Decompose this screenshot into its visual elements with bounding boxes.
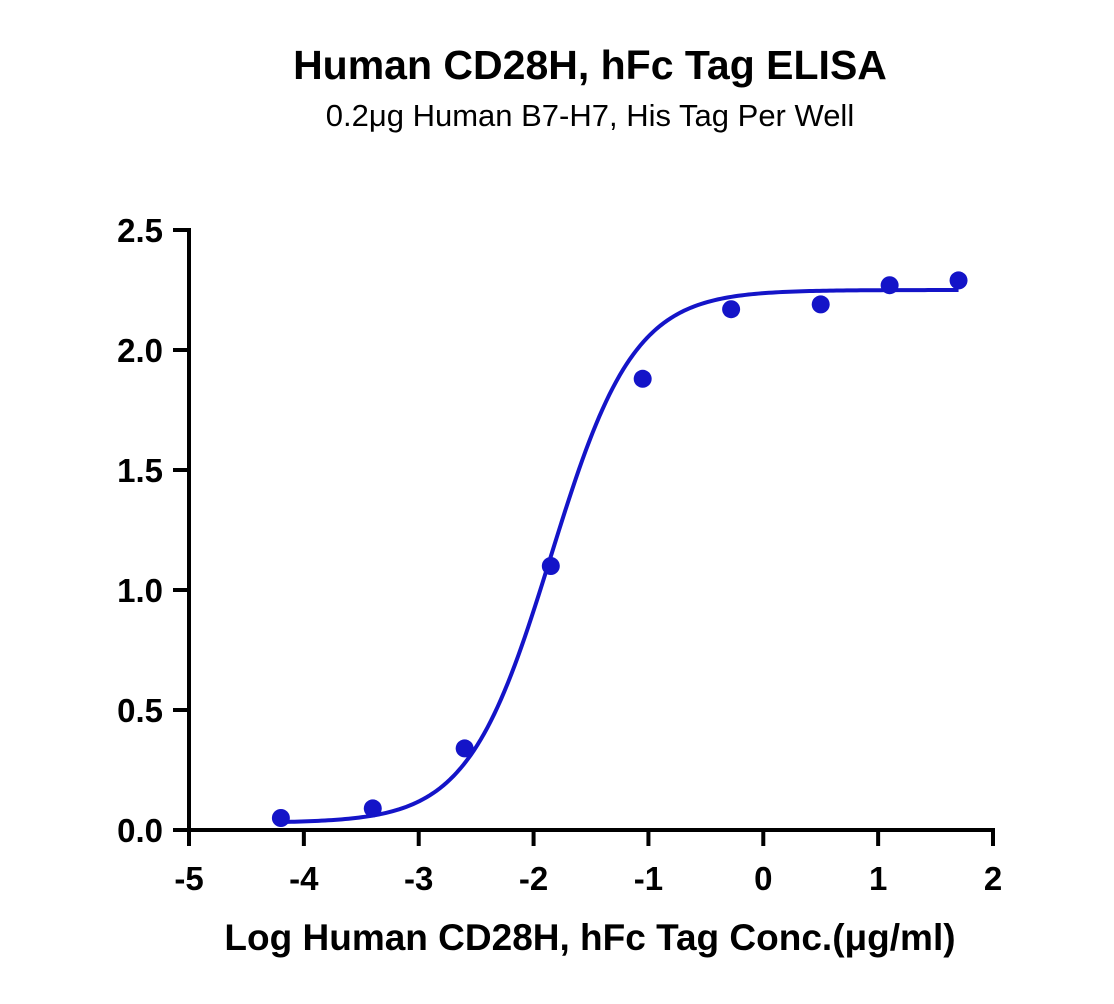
y-tick-label: 1.5: [117, 452, 163, 489]
x-tick-label: 2: [984, 860, 1002, 897]
data-point: [949, 271, 968, 290]
y-tick-label: 2.0: [117, 332, 163, 369]
x-tick-label: -1: [634, 860, 663, 897]
x-tick-label: -4: [289, 860, 319, 897]
chart-subtitle: 0.2μg Human B7-H7, His Tag Per Well: [325, 98, 855, 133]
axes: 0.0 0.5 1.0 1.5 2.0 2.5 -5 -4 -3 -2 -1 0 1 2: [117, 212, 1002, 897]
x-tick-label: 0: [754, 860, 772, 897]
data-point: [880, 276, 899, 295]
x-tick-label: -2: [519, 860, 548, 897]
data-point: [455, 739, 474, 758]
fit-curve: [280, 288, 959, 824]
x-tick-label: -3: [404, 860, 433, 897]
x-axis-label: Log Human CD28H, hFc Tag Conc.(μg/ml): [224, 917, 955, 958]
data-point: [271, 809, 290, 827]
data-point: [633, 369, 652, 388]
data-point: [541, 557, 560, 575]
fit-curve-group: [280, 288, 959, 824]
y-tick-label: 0.5: [117, 692, 163, 729]
y-tick-label: 1.0: [117, 572, 163, 609]
data-point: [811, 295, 830, 314]
data-points: [271, 271, 968, 827]
y-tick-label: 2.5: [117, 212, 163, 249]
x-tick-label: 1: [869, 860, 887, 897]
x-tick-label: -5: [174, 860, 203, 897]
y-tick-label: 0.0: [117, 812, 163, 849]
chart-title: Human CD28H, hFc Tag ELISA: [293, 42, 887, 88]
data-point: [363, 799, 382, 818]
data-point: [722, 300, 741, 319]
